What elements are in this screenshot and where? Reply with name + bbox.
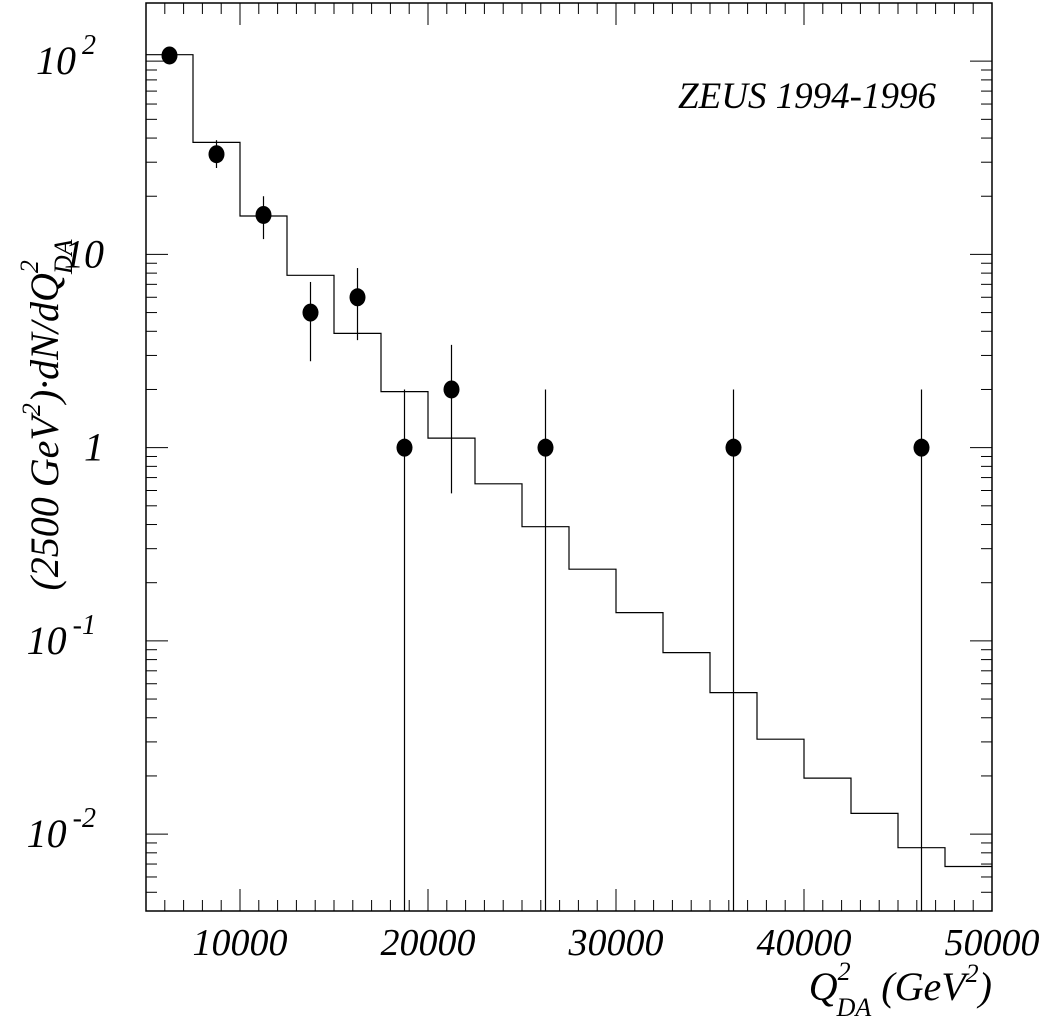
histogram-line [146,54,992,868]
data-point [208,145,225,164]
x-tick-label: 20000 [381,922,476,964]
x-axis-label: Q2 DA (GeV2) [809,957,992,1022]
labels: ZEUS 1994-1996 Q2 DA (GeV2) (2500 GeV2)·d… [15,76,992,1022]
data-point [537,438,554,457]
x-tick-label: 30000 [568,922,664,964]
axes: 10000 20000 30000 40000 50000 10 2 10 1 10-1 10-2 [27,2,1040,964]
plot-frame [145,2,993,912]
data-point [302,303,319,322]
y-tick-label: 10 -2 [27,803,96,856]
data-point [443,380,460,399]
y-tick-label: 10 -1 [27,610,96,663]
data-point [396,438,413,457]
y-tick-label: 10 2 [36,30,96,83]
mc-histogram [146,54,992,868]
y-axis-label: (2500 GeV2)·dN/dQ2 DA [15,239,78,590]
y-tick-label: 10 [64,231,104,276]
data-point [725,438,742,457]
data-point [255,205,272,224]
data-points [161,46,930,911]
data-point [913,438,930,457]
chart-annotation: ZEUS 1994-1996 [678,76,936,117]
data-point [161,46,178,65]
x-tick-label: 40000 [757,922,852,964]
x-tick-label: 10000 [193,922,288,964]
data-point [349,288,366,307]
x-tick-label: 50000 [945,922,1040,964]
y-tick-label: 1 [84,425,104,470]
